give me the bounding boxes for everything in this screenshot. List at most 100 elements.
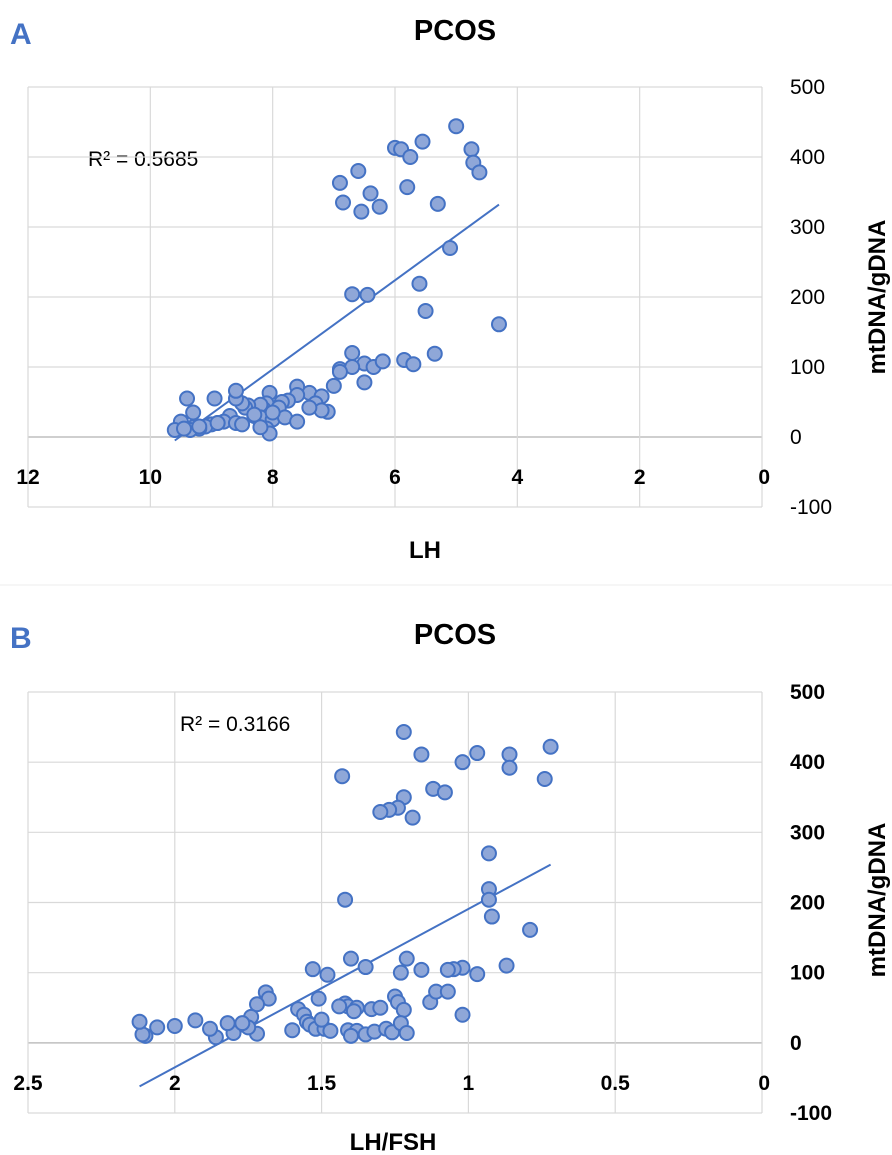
x-tick-label: 0 (758, 1072, 770, 1095)
data-point (344, 286, 361, 303)
panel-a-label: A (10, 18, 32, 51)
y-tick-label: 200 (790, 892, 825, 915)
panel-a-tick-labels: 12 10 8 6 4 2 0 500 400 300 200 100 0 -100 (16, 76, 832, 519)
data-point (175, 420, 192, 437)
data-point (471, 164, 488, 181)
data-point (417, 303, 434, 319)
data-point (392, 964, 409, 981)
data-point (310, 990, 327, 1007)
y-tick-label: 100 (790, 962, 825, 985)
data-point (331, 174, 348, 191)
panel-a-gridlines (27, 86, 763, 508)
panel-a-x-axis-label: LH (409, 537, 441, 564)
data-point (490, 316, 507, 333)
y-tick-label: 300 (790, 216, 825, 239)
data-point (371, 198, 388, 215)
data-point (439, 983, 456, 1000)
data-point (206, 390, 223, 407)
data-point (356, 374, 373, 391)
data-point (399, 179, 416, 196)
panel-b: B PCOS R² = 0.3166 LH/FSH mtDNA/gDNA 2.5… (10, 619, 891, 1155)
data-point (398, 950, 415, 967)
data-point (501, 746, 518, 763)
data-point (536, 771, 553, 788)
y-tick-label: -100 (790, 496, 832, 519)
data-point (439, 961, 456, 978)
x-tick-label: 1 (463, 1072, 475, 1095)
x-tick-label: 8 (267, 466, 279, 489)
data-point (405, 356, 422, 373)
panel-b-tick-labels: 2.5 2 1.5 1 0.5 0 500 400 300 200 100 0 -100 (13, 681, 832, 1125)
x-tick-label: 1.5 (307, 1072, 337, 1095)
data-point (249, 996, 266, 1013)
data-point (322, 1022, 339, 1039)
y-tick-label: 400 (790, 146, 825, 169)
panel-b-label: B (10, 622, 32, 655)
data-point (362, 185, 379, 202)
data-point (480, 845, 497, 862)
y-tick-label: 500 (790, 76, 825, 99)
data-point (131, 1013, 148, 1030)
data-point (374, 353, 391, 370)
x-tick-label: 0.5 (601, 1072, 631, 1095)
data-point (542, 738, 559, 755)
data-point (469, 966, 486, 983)
data-point (344, 345, 361, 361)
data-point (442, 240, 459, 256)
data-point (480, 891, 497, 908)
data-point (398, 1025, 415, 1042)
data-point (463, 141, 480, 158)
data-point (454, 1006, 471, 1023)
panel-b-title: PCOS (414, 619, 496, 651)
data-point (411, 275, 428, 292)
panel-b-y-axis-label: mtDNA/gDNA (864, 823, 891, 978)
x-tick-label: 2 (169, 1072, 181, 1095)
data-point (209, 415, 226, 431)
y-tick-label: 300 (790, 821, 825, 844)
data-point (404, 809, 421, 826)
data-point (454, 754, 471, 771)
panel-b-points (131, 723, 559, 1046)
data-point (185, 404, 202, 421)
y-tick-label: -100 (790, 1102, 832, 1125)
data-point (414, 133, 431, 150)
data-point (304, 961, 321, 978)
data-point (313, 1011, 330, 1028)
data-point (246, 406, 263, 423)
x-tick-label: 2.5 (13, 1072, 43, 1095)
data-point (234, 416, 251, 433)
data-point (359, 286, 376, 303)
data-point (372, 803, 389, 820)
panel-b-gridlines (27, 691, 763, 1114)
data-point (395, 723, 412, 740)
panel-b-r-squared: R² = 0.3166 (180, 713, 290, 736)
x-tick-label: 0 (758, 466, 770, 489)
data-point (331, 363, 348, 380)
data-point (483, 908, 500, 925)
x-tick-label: 4 (511, 466, 523, 489)
data-point (342, 1027, 359, 1044)
data-point (319, 966, 336, 983)
data-point (234, 1015, 251, 1032)
data-point (429, 195, 446, 212)
data-point (227, 382, 244, 399)
panel-a-title: PCOS (414, 15, 496, 47)
data-point (284, 1022, 301, 1039)
data-point (426, 345, 443, 362)
data-point (179, 390, 196, 407)
data-point (498, 957, 515, 974)
data-point (301, 399, 318, 416)
y-tick-label: 100 (790, 356, 825, 379)
data-point (522, 921, 539, 938)
panel-b-x-axis-label: LH/FSH (350, 1129, 437, 1155)
data-point (395, 1001, 412, 1018)
x-tick-label: 2 (634, 466, 646, 489)
data-point (331, 998, 348, 1015)
data-point (325, 377, 342, 394)
data-point (350, 163, 367, 179)
panel-a-r-squared: R² = 0.5685 (88, 148, 198, 171)
data-point (337, 891, 354, 908)
panel-a-y-axis-label: mtDNA/gDNA (864, 220, 891, 375)
y-tick-label: 400 (790, 751, 825, 774)
